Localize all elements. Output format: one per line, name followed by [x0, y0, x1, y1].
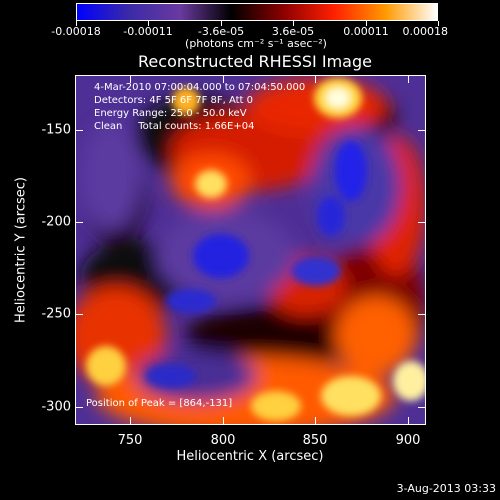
peak-position: Position of Peak = [864,-131]: [86, 398, 233, 409]
x-tick-mark: [130, 417, 131, 425]
x-tick-mark: [223, 417, 224, 425]
colorbar-tick-label: -3.6e-05: [197, 25, 245, 38]
y-tick-mark: [75, 222, 83, 223]
y-tick-mark: [75, 314, 83, 315]
clean-info: Clean Total counts: 1.66E+04: [94, 121, 255, 132]
y-tick-mark: [418, 222, 426, 223]
colorbar-tick-label: -0.00011: [123, 25, 173, 38]
time-range: 4-Mar-2010 07:00:04.000 to 07:04:50.000: [94, 82, 306, 93]
y-tick-label: -150: [41, 122, 71, 138]
colorbar-tick-label: 0.00011: [343, 25, 389, 38]
colorbar-tick: [76, 21, 77, 26]
x-tick-label: 800: [210, 433, 236, 448]
x-tick-label: 850: [302, 433, 328, 448]
colorbar: [76, 3, 438, 21]
x-tick-mark: [315, 417, 316, 425]
colorbar-tick: [438, 21, 439, 26]
y-axis-label: Heliocentric Y (arcsec): [13, 177, 29, 323]
rhessi-image: 4-Mar-2010 07:00:04.000 to 07:04:50.000 …: [75, 75, 426, 425]
y-tick-label: -300: [41, 399, 71, 415]
y-tick-mark: [75, 130, 83, 131]
x-tick-mark: [130, 75, 131, 83]
x-tick-mark: [408, 75, 409, 83]
intensity-map: [76, 76, 425, 424]
colorbar-tick-label: -0.00018: [51, 25, 101, 38]
colorbar-units: (photons cm⁻² s⁻¹ asec⁻²): [185, 37, 327, 50]
y-tick-mark: [418, 314, 426, 315]
colorbar-tick-label: 3.6e-05: [271, 25, 315, 38]
x-tick-mark: [315, 75, 316, 83]
colorbar-tick: [366, 21, 367, 26]
x-tick-label: 750: [117, 433, 143, 448]
colorbar-tick: [293, 21, 294, 26]
y-tick-label: -250: [41, 306, 71, 322]
image-title: Reconstructed RHESSI Image: [138, 52, 372, 71]
colorbar-tick: [221, 21, 222, 26]
y-tick-mark: [75, 407, 83, 408]
y-tick-label: -200: [41, 214, 71, 230]
x-tick-label: 900: [395, 433, 421, 448]
colorbar-tick: [148, 21, 149, 26]
y-tick-mark: [418, 407, 426, 408]
energy-range: Energy Range: 25.0 - 50.0 keV: [94, 108, 247, 119]
y-tick-mark: [418, 130, 426, 131]
detectors-info: Detectors: 4F 5F 6F 7F 8F, Att 0: [94, 95, 254, 106]
x-axis-label: Heliocentric X (arcsec): [176, 449, 324, 464]
x-tick-mark: [408, 417, 409, 425]
colorbar-tick-label: 0.00018: [402, 25, 449, 38]
datestamp: 3-Aug-2013 03:33: [396, 482, 496, 495]
x-tick-mark: [223, 75, 224, 83]
